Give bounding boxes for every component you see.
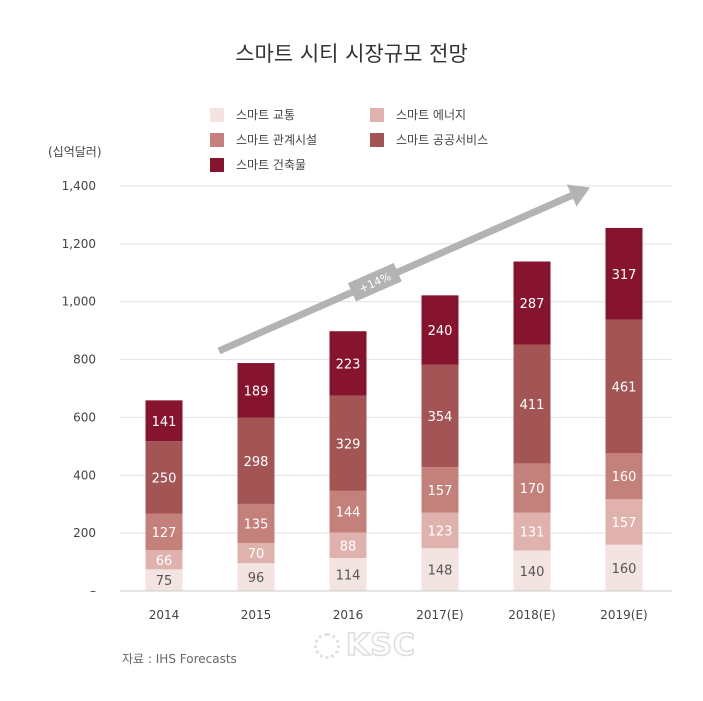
bar-segment-2-1: [329, 532, 367, 559]
data-label-2-1: 88: [340, 539, 357, 554]
bar-segment-0-3: [145, 441, 183, 514]
data-label-4-1: 131: [520, 526, 545, 541]
legend-item-1: 스마트 에너지: [370, 106, 466, 123]
legend-item-3: 스마트 공공서비스: [370, 131, 488, 148]
watermark-logo: KSC: [314, 627, 416, 664]
x-tick-label-5: 2019(E): [600, 608, 647, 622]
legend-label-1: 스마트 에너지: [396, 108, 467, 122]
data-label-1-0: 96: [248, 571, 265, 586]
x-tick-label-3: 2017(E): [416, 608, 463, 622]
data-label-2-2: 144: [336, 506, 361, 521]
data-label-5-2: 160: [612, 470, 637, 485]
y-tick-label-5: 1,000: [62, 295, 96, 309]
bar-segment-0-1: [145, 550, 183, 570]
data-label-3-2: 157: [428, 484, 453, 499]
bar-segment-1-4: [237, 363, 275, 418]
bar-segment-1-1: [237, 542, 275, 564]
y-axis-unit-label: (십억달러): [48, 145, 102, 159]
y-tick-label-4: 800: [73, 353, 96, 367]
data-label-0-4: 141: [152, 415, 177, 430]
bar-segment-2-3: [329, 395, 367, 491]
bar-segment-5-3: [605, 319, 643, 454]
bar-segment-3-0: [421, 548, 459, 591]
bar-segment-4-0: [513, 550, 551, 591]
data-label-0-0: 75: [156, 574, 173, 589]
y-tick-label-3: 600: [73, 410, 96, 424]
growth-arrow-head: [566, 184, 590, 207]
watermark-text: KSC: [345, 627, 416, 664]
data-label-2-3: 329: [336, 437, 361, 452]
bar-segment-1-2: [237, 503, 275, 543]
bar-segment-5-1: [605, 499, 643, 545]
data-label-1-4: 189: [244, 384, 269, 399]
legend-label-2: 스마트 관계시설: [236, 133, 318, 147]
data-label-5-1: 157: [612, 516, 637, 531]
data-label-5-3: 461: [612, 380, 637, 395]
chart-title: 스마트 시티 시장규모 전망: [235, 42, 468, 66]
y-tick-label-6: 1,200: [62, 237, 96, 251]
legend-label-4: 스마트 건축물: [236, 158, 307, 172]
data-label-0-2: 127: [152, 526, 177, 541]
bar-segment-2-2: [329, 490, 367, 533]
data-label-3-0: 148: [428, 564, 453, 579]
legend-item-2: 스마트 관계시설: [210, 131, 317, 148]
bar-segment-2-0: [329, 558, 367, 591]
bar-segment-4-3: [513, 344, 551, 464]
data-label-4-2: 170: [520, 482, 545, 497]
data-label-1-1: 70: [248, 547, 265, 562]
data-label-0-3: 250: [152, 471, 177, 486]
bar-segment-4-2: [513, 463, 551, 513]
bar-segment-3-2: [421, 467, 459, 513]
data-label-4-3: 411: [520, 398, 545, 413]
bar-segment-2-4: [329, 331, 367, 396]
x-tick-label-1: 2015: [241, 608, 272, 622]
bar-segment-1-0: [237, 563, 275, 591]
data-label-1-3: 298: [244, 455, 269, 470]
legend-swatch-1: [370, 107, 384, 122]
legend-swatch-0: [210, 107, 224, 122]
bar-segment-4-4: [513, 261, 551, 345]
legend-swatch-2: [210, 132, 224, 147]
legend-label-0: 스마트 교통: [236, 108, 296, 122]
bar-segment-3-3: [421, 364, 459, 468]
legend-swatch-3: [370, 132, 384, 147]
bar-segment-5-2: [605, 453, 643, 500]
y-tick-label-0: –: [90, 584, 96, 598]
y-tick-label-2: 400: [73, 468, 96, 482]
bar-segment-3-4: [421, 295, 459, 365]
data-label-5-0: 160: [612, 562, 637, 577]
bar-segment-4-1: [513, 512, 551, 551]
x-tick-label-4: 2018(E): [508, 608, 555, 622]
data-label-2-4: 223: [336, 357, 361, 372]
y-tick-label-7: 1,400: [62, 179, 96, 193]
data-label-5-4: 317: [612, 268, 637, 283]
bar-segment-3-1: [421, 512, 459, 549]
data-label-4-0: 140: [520, 565, 545, 580]
data-label-1-2: 135: [244, 517, 269, 532]
data-label-3-4: 240: [428, 324, 453, 339]
x-tick-label-2: 2016: [333, 608, 364, 622]
bar-segment-0-2: [145, 513, 183, 551]
bar-segment-0-0: [145, 569, 183, 591]
data-label-2-0: 114: [336, 569, 361, 584]
data-label-4-4: 287: [520, 297, 545, 312]
seal-icon: [314, 632, 340, 659]
x-tick-label-0: 2014: [149, 608, 180, 622]
legend-label-3: 스마트 공공서비스: [396, 133, 489, 147]
legend-item-0: 스마트 교통: [210, 106, 295, 123]
bar-segment-1-3: [237, 417, 275, 504]
data-label-3-3: 354: [428, 410, 453, 425]
legend-swatch-4: [210, 157, 224, 172]
source-note: 자료 : IHS Forecasts: [122, 652, 237, 666]
bar-segment-0-4: [145, 400, 183, 442]
y-tick-label-1: 200: [73, 526, 96, 540]
growth-annotation-badge: [347, 263, 402, 302]
legend-item-4: 스마트 건축물: [210, 156, 306, 173]
data-label-0-1: 66: [156, 554, 173, 569]
bar-segment-5-4: [605, 227, 643, 320]
data-label-3-1: 123: [428, 524, 453, 539]
growth-annotation: +14%: [347, 263, 402, 302]
bar-segment-5-0: [605, 544, 643, 591]
